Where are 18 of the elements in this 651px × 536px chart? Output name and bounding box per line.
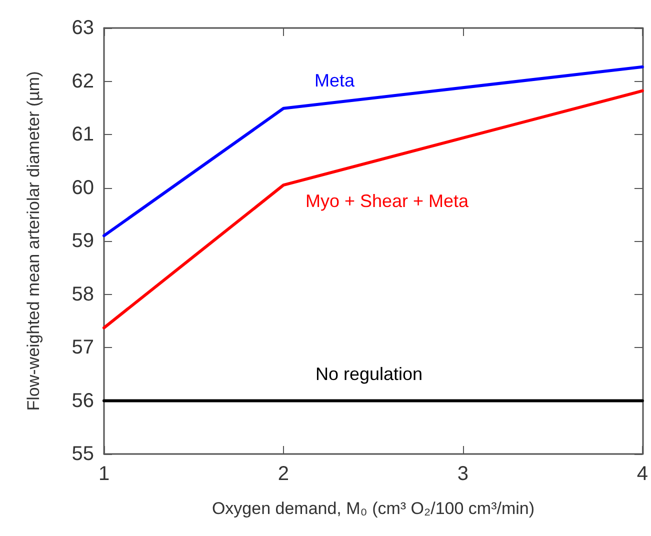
y-tick-label: 61: [72, 124, 94, 146]
x-tick-label: 4: [636, 463, 648, 485]
series-label: Meta: [314, 70, 356, 90]
y-tick-label: 58: [72, 283, 94, 306]
x-axis-title: Oxygen demand, M₀ (cm³ O₂/100 cm³/min): [212, 499, 535, 518]
y-tick-label: 63: [72, 17, 94, 39]
x-tick-label: 3: [457, 463, 469, 485]
y-tick-label: 60: [72, 176, 94, 199]
y-tick-label: 55: [72, 443, 94, 465]
x-tick-label: 1: [98, 463, 110, 485]
series-label: No regulation: [315, 364, 423, 384]
series-label: Myo + Shear + Meta: [305, 191, 470, 212]
y-tick-label: 59: [72, 230, 94, 252]
y-tick-label: 56: [72, 390, 94, 412]
y-tick-label: 62: [72, 70, 94, 92]
x-tick-label: 2: [278, 463, 290, 485]
y-tick-label: 57: [72, 336, 94, 358]
y-axis-title: Flow-weighted mean arteriolar diameter (µm): [24, 71, 43, 411]
